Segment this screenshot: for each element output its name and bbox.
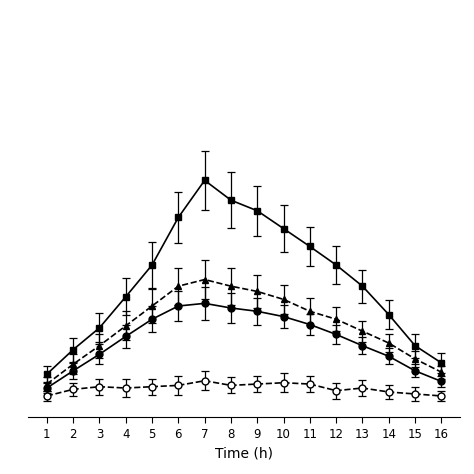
X-axis label: Time (h): Time (h) [215, 446, 273, 460]
